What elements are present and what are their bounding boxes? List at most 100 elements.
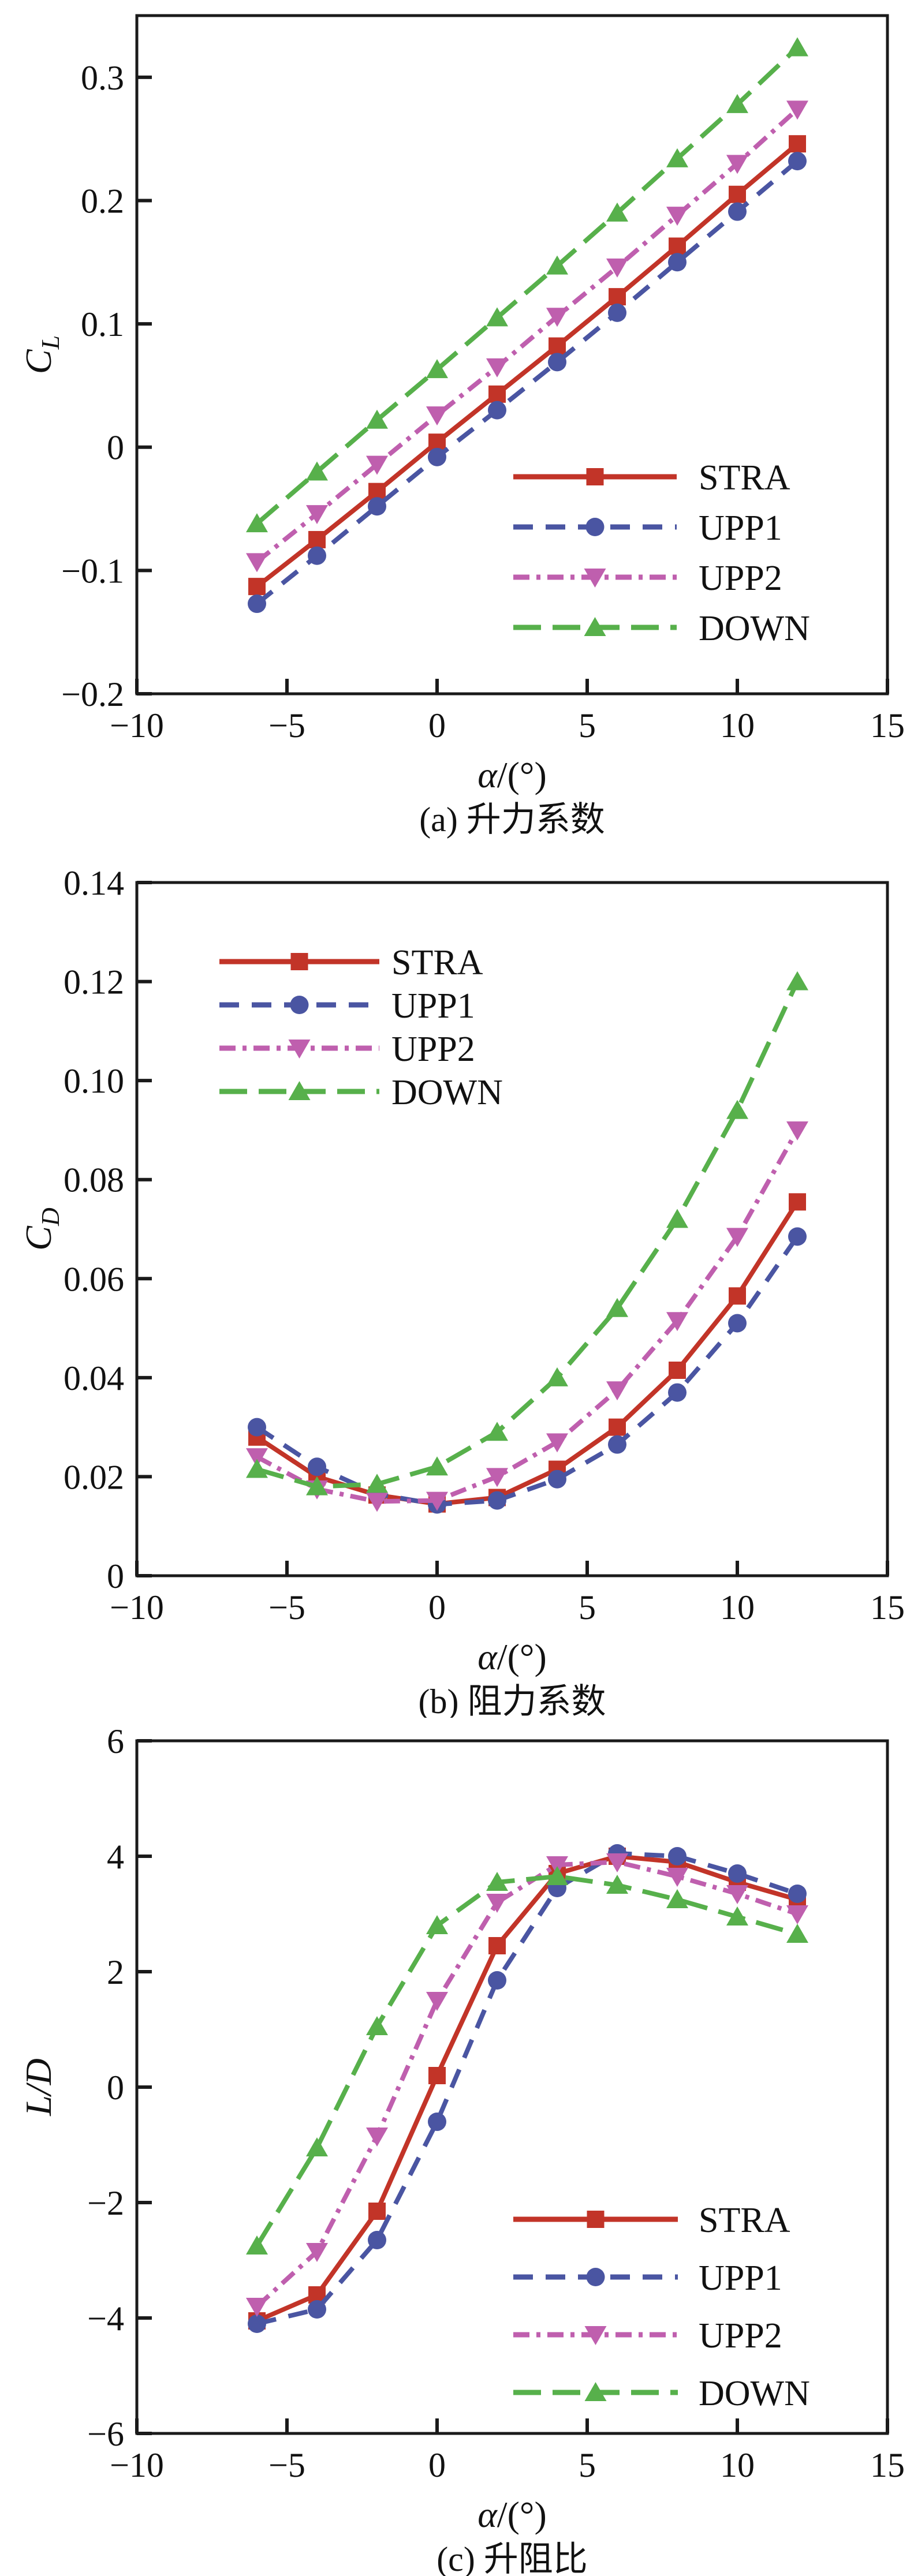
triangle-up-icon <box>426 1456 448 1476</box>
panel-caption: (a) 升力系数 <box>419 801 605 839</box>
triangle-down-icon <box>486 1468 508 1487</box>
triangle-up-icon <box>726 1100 748 1119</box>
triangle-up-icon <box>288 1081 311 1100</box>
plot-frame <box>135 881 889 1577</box>
y-tick-label: 0.1 <box>81 305 124 343</box>
triangle-up-icon <box>306 461 328 481</box>
triangle-up-icon <box>584 2382 607 2401</box>
square-icon <box>290 953 308 970</box>
series-line-DOWN <box>255 46 799 526</box>
x-tick-label: 5 <box>579 706 596 745</box>
series-line-DOWN <box>256 980 800 1489</box>
triangle-up-icon <box>546 255 568 275</box>
y-tick-label: 0 <box>107 1557 124 1595</box>
triangle-down-icon <box>366 2128 388 2147</box>
legend-label-STRA: STRA <box>699 2201 790 2240</box>
triangle-down-icon <box>584 569 606 588</box>
y-tick-label: 0 <box>107 2069 124 2107</box>
triangle-down-icon <box>306 2243 328 2262</box>
legend-label-STRA: STRA <box>391 943 483 982</box>
triangle-down-icon <box>606 1381 628 1401</box>
x-tick-label: 0 <box>428 706 446 745</box>
legend-label-UPP1: UPP1 <box>391 986 475 1026</box>
square-icon <box>368 2203 386 2220</box>
square-icon <box>669 237 686 255</box>
triangle-up-icon <box>666 148 688 167</box>
circle-icon <box>608 1435 626 1454</box>
triangle-up-icon <box>486 1422 508 1441</box>
circle-icon <box>488 401 506 420</box>
y-axis-title: L/D <box>18 2058 59 2117</box>
triangle-up-icon <box>666 1889 688 1908</box>
triangle-up-icon <box>306 2137 328 2156</box>
x-tick-label: 5 <box>579 1588 596 1627</box>
triangle-up-icon <box>606 1875 628 1894</box>
circle-icon <box>668 253 687 272</box>
x-tick-label: 15 <box>870 2446 905 2484</box>
triangle-down-icon <box>366 455 388 475</box>
triangle-down-icon <box>726 1228 748 1247</box>
circle-icon <box>608 303 626 322</box>
triangle-up-icon <box>366 1474 388 1493</box>
square-icon <box>789 1193 806 1211</box>
circle-icon <box>728 1864 747 1883</box>
panel-caption: (b) 阻力系数 <box>419 1683 606 1718</box>
triangle-up-icon <box>486 307 508 327</box>
y-tick-label: 6 <box>107 1722 124 1760</box>
circle-icon <box>788 1227 807 1246</box>
triangle-up-icon <box>246 513 268 533</box>
x-tick-label: 10 <box>720 2446 755 2484</box>
circle-icon <box>428 2113 446 2131</box>
series-line-UPP2 <box>256 1128 800 1504</box>
triangle-up-icon <box>606 1298 628 1317</box>
x-tick-label: −5 <box>268 1588 305 1627</box>
triangle-up-icon <box>366 2016 388 2035</box>
circle-icon <box>308 1457 326 1476</box>
triangle-down-icon <box>786 100 808 120</box>
triangle-down-icon <box>726 1885 748 1904</box>
triangle-up-icon <box>426 359 448 379</box>
triangle-up-icon <box>546 1866 568 1885</box>
triangle-up-icon <box>246 1459 268 1478</box>
triangle-up-icon <box>486 1872 508 1891</box>
x-tick-label: 10 <box>720 1588 755 1627</box>
square-icon <box>587 2211 605 2228</box>
square-icon <box>729 1287 746 1305</box>
triangle-up-icon <box>546 1367 568 1386</box>
y-tick-label: 0 <box>107 429 124 467</box>
circle-icon <box>728 1314 747 1333</box>
chart-drag-coefficient: −10 −5 0 5 10 15 0 0.02 0.04 0.06 0.08 0.10 0.12 0.14… <box>0 859 914 1718</box>
series-line-UPP2 <box>255 107 799 564</box>
legend-label-UPP2: UPP2 <box>699 559 782 598</box>
y-axis-title: CL <box>18 335 65 374</box>
triangle-up-icon <box>246 2235 268 2255</box>
x-tick-label: −10 <box>110 1588 164 1627</box>
y-tick-label: 0.10 <box>64 1062 124 1100</box>
chart-lift-drag-ratio: −10 −5 0 5 10 15 −6 −4 −2 0 2 4 6 STRA UPP1 UPP2 DOWN α/(… <box>0 1718 914 2576</box>
x-tick-label: 0 <box>428 2446 446 2484</box>
legend-label-DOWN: DOWN <box>699 609 810 648</box>
circle-icon <box>488 1491 506 1510</box>
triangle-down-icon <box>366 1493 388 1512</box>
triangle-up-icon <box>726 94 748 113</box>
series-line-UPP1 <box>255 159 799 606</box>
chart-lift-coefficient: −10 −5 0 5 10 15 −0.2 −0.1 0 0.1 0.2 0.3 STRA UPP1 UPP… <box>0 0 914 859</box>
legend-label-UPP1: UPP1 <box>699 509 782 548</box>
triangle-down-icon <box>288 1040 311 1059</box>
circle-icon <box>788 1885 807 1903</box>
y-tick-label: 0.06 <box>64 1260 124 1298</box>
triangle-down-icon <box>786 1121 808 1141</box>
circle-icon <box>728 202 747 221</box>
y-tick-label: 0.3 <box>81 59 124 97</box>
series-line-DOWN <box>255 1874 799 2248</box>
series-line-UPP1 <box>255 1235 800 1507</box>
triangle-up-icon <box>786 1924 808 1943</box>
x-tick-label: 10 <box>720 706 755 745</box>
square-icon <box>609 1418 626 1436</box>
triangle-up-icon <box>366 409 388 429</box>
y-tick-label: −0.2 <box>61 675 124 713</box>
x-tick-label: 0 <box>428 1588 446 1627</box>
x-axis-title: α/(°) <box>477 1636 547 1677</box>
triangle-up-icon <box>584 617 606 636</box>
triangle-down-icon <box>546 1856 568 1875</box>
